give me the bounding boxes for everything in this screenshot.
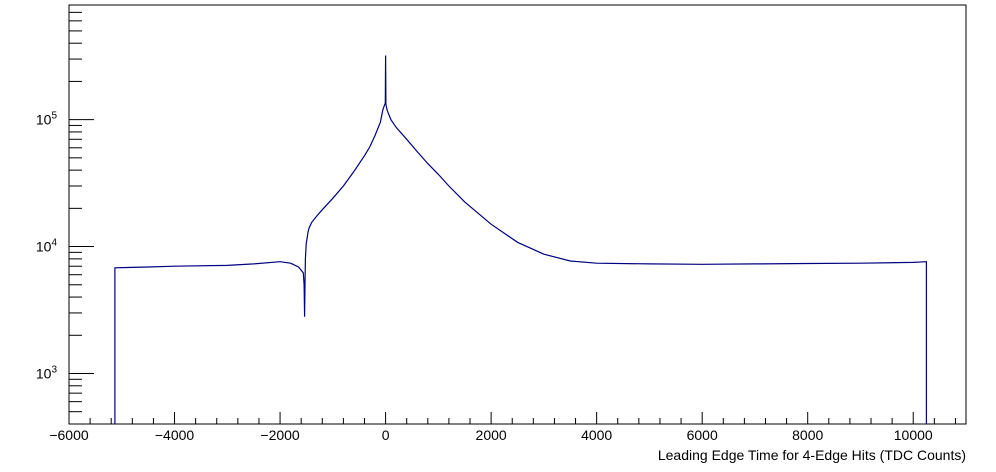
y-tick-label: 104 — [36, 238, 58, 255]
histogram-series-line — [114, 55, 927, 424]
x-tick-label: 10000 — [894, 427, 933, 443]
x-tick-label: 4000 — [581, 427, 612, 443]
x-tick-label: −2000 — [260, 427, 300, 443]
x-axis-title: Leading Edge Time for 4-Edge Hits (TDC C… — [658, 447, 966, 463]
x-tick-label: 8000 — [792, 427, 823, 443]
y-axis-ticks: 103 104 105 — [36, 4, 94, 425]
x-tick-label: 6000 — [687, 427, 718, 443]
y-tick-label: 103 — [36, 364, 58, 381]
plot-frame — [68, 4, 967, 425]
x-tick-label: 2000 — [476, 427, 507, 443]
y-tick-label: 105 — [36, 111, 58, 128]
x-tick-label: −6000 — [49, 427, 89, 443]
x-tick-label: 0 — [382, 427, 390, 443]
x-tick-label: −4000 — [155, 427, 195, 443]
x-axis-ticks: −6000 −4000 −2000 0 2000 4000 6000 8000 10000 — [49, 412, 956, 443]
